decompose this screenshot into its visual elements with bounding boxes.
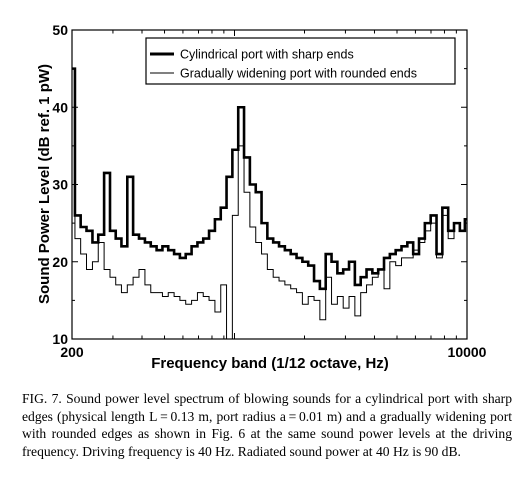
legend-label-cylindrical: Cylindrical port with sharp ends <box>180 48 354 62</box>
y-axis-label: Sound Power Level (dB ref. 1 pW) <box>36 64 53 304</box>
x-axis-label: Frequency band (1/12 octave, Hz) <box>151 355 389 372</box>
figure-caption: FIG. 7. Sound power level spectrum of bl… <box>22 391 512 459</box>
y-tick-label: 10 <box>52 331 68 347</box>
series-lines <box>72 67 467 340</box>
x-tick-label: 10000 <box>448 344 487 360</box>
legend: Cylindrical port with sharp ends Gradual… <box>145 37 456 85</box>
x-tick-label: 200 <box>60 344 84 360</box>
y-tick-label: 40 <box>52 99 68 115</box>
y-tick-label: 30 <box>52 177 68 193</box>
y-tick-label: 20 <box>52 254 68 270</box>
series-line-widening <box>72 68 467 340</box>
legend-label-widening: Gradually widening port with rounded end… <box>180 67 417 81</box>
series-line-cylindrical <box>72 67 467 291</box>
chart: 10 20 30 40 50 200 10000 Cylindrical port with… <box>36 22 487 372</box>
legend-box <box>145 37 456 85</box>
y-tick-label: 50 <box>52 22 68 38</box>
